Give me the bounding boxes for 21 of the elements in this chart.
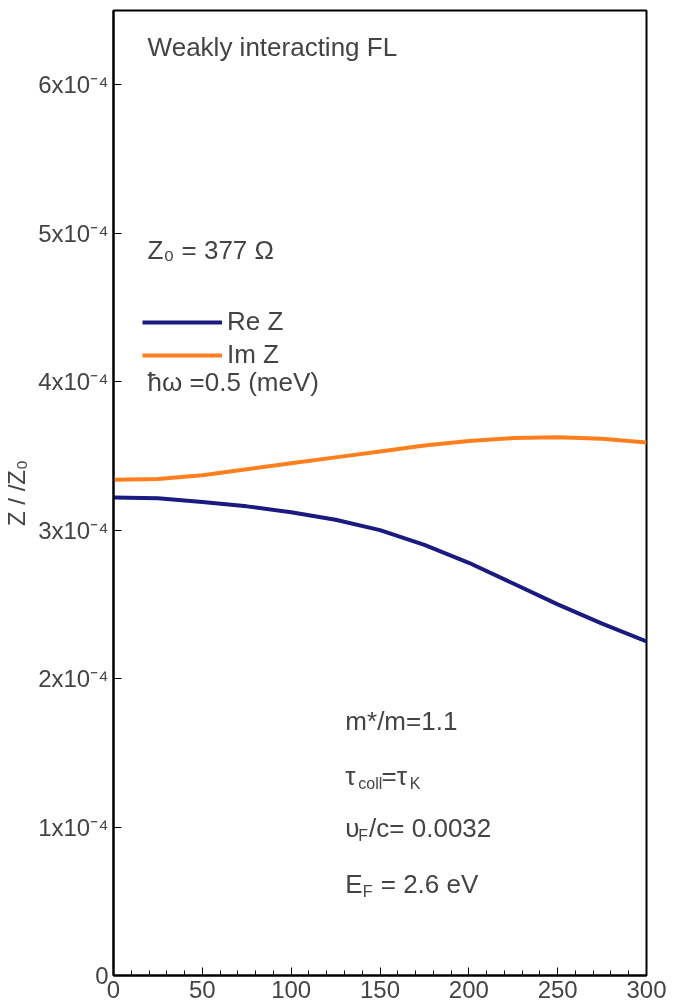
y-tick-label: 3x10⁻⁴	[38, 516, 109, 544]
x-tick-label: 250	[537, 975, 578, 1003]
annotation: ħω =0.5 (meV)	[147, 367, 319, 398]
text: Weakly interacting FL	[147, 32, 398, 63]
y-tick-label: 6x10⁻⁴	[38, 71, 109, 99]
x-tick-label: 150	[359, 975, 401, 1003]
y-axis-title: Z / /Z₀	[3, 460, 31, 526]
x-tick-label: 300	[626, 975, 667, 1003]
y-tick-label: 2x10⁻⁴	[38, 665, 109, 693]
annotation: Z₀ = 377 Ω	[147, 234, 274, 265]
line-series	[113, 495, 647, 644]
legend-label: Re Z	[227, 306, 284, 337]
y-tick-label: 4x10⁻⁴	[38, 368, 109, 396]
x-tick-label: 100	[271, 975, 312, 1003]
x-tick-label: 200	[448, 975, 489, 1003]
y-tick-label: 1x10⁻⁴	[38, 813, 109, 841]
legend-label: Im Z	[227, 339, 279, 370]
annotation: m*/m=1.1	[345, 705, 458, 736]
y-tick-label: 5x10⁻⁴	[38, 219, 109, 247]
line-series	[113, 435, 647, 482]
x-tick-label: 50	[188, 975, 216, 1003]
